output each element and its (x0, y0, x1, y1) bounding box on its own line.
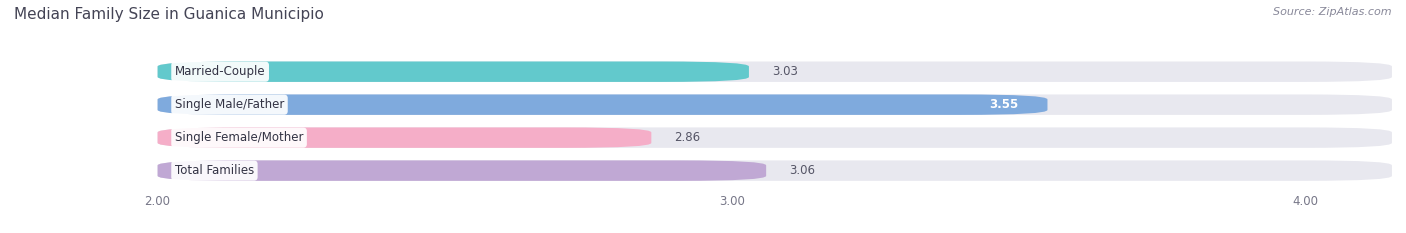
FancyBboxPatch shape (157, 94, 1392, 115)
FancyBboxPatch shape (157, 94, 1047, 115)
Text: Single Male/Father: Single Male/Father (174, 98, 284, 111)
Text: 2.86: 2.86 (675, 131, 700, 144)
FancyBboxPatch shape (157, 160, 1392, 181)
Text: Median Family Size in Guanica Municipio: Median Family Size in Guanica Municipio (14, 7, 323, 22)
Text: Total Families: Total Families (174, 164, 254, 177)
FancyBboxPatch shape (157, 160, 766, 181)
FancyBboxPatch shape (157, 127, 1392, 148)
Text: Married-Couple: Married-Couple (174, 65, 266, 78)
Text: 3.55: 3.55 (990, 98, 1019, 111)
FancyBboxPatch shape (157, 62, 1392, 82)
Text: 3.06: 3.06 (789, 164, 815, 177)
Text: Source: ZipAtlas.com: Source: ZipAtlas.com (1274, 7, 1392, 17)
Text: Single Female/Mother: Single Female/Mother (174, 131, 304, 144)
FancyBboxPatch shape (157, 62, 749, 82)
FancyBboxPatch shape (157, 127, 651, 148)
Text: 3.03: 3.03 (772, 65, 797, 78)
